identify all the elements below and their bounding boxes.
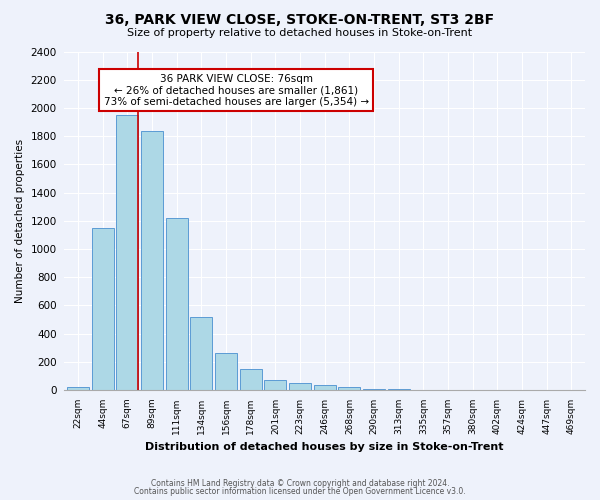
Text: Contains public sector information licensed under the Open Government Licence v3: Contains public sector information licen… <box>134 487 466 496</box>
Text: Contains HM Land Registry data © Crown copyright and database right 2024.: Contains HM Land Registry data © Crown c… <box>151 478 449 488</box>
Bar <box>338 388 361 390</box>
Bar <box>314 385 336 390</box>
X-axis label: Distribution of detached houses by size in Stoke-on-Trent: Distribution of detached houses by size … <box>145 442 504 452</box>
Text: 36, PARK VIEW CLOSE, STOKE-ON-TRENT, ST3 2BF: 36, PARK VIEW CLOSE, STOKE-ON-TRENT, ST3… <box>106 12 494 26</box>
Bar <box>264 380 286 390</box>
Bar <box>215 353 237 390</box>
Y-axis label: Number of detached properties: Number of detached properties <box>15 139 25 303</box>
Text: Size of property relative to detached houses in Stoke-on-Trent: Size of property relative to detached ho… <box>127 28 473 38</box>
Bar <box>166 218 188 390</box>
Bar <box>92 228 114 390</box>
Bar <box>289 384 311 390</box>
Text: 36 PARK VIEW CLOSE: 76sqm
← 26% of detached houses are smaller (1,861)
73% of se: 36 PARK VIEW CLOSE: 76sqm ← 26% of detac… <box>104 74 369 106</box>
Bar <box>67 386 89 390</box>
Bar <box>239 370 262 390</box>
Bar <box>190 317 212 390</box>
Bar <box>363 388 385 390</box>
Bar <box>116 115 139 390</box>
Bar <box>141 130 163 390</box>
